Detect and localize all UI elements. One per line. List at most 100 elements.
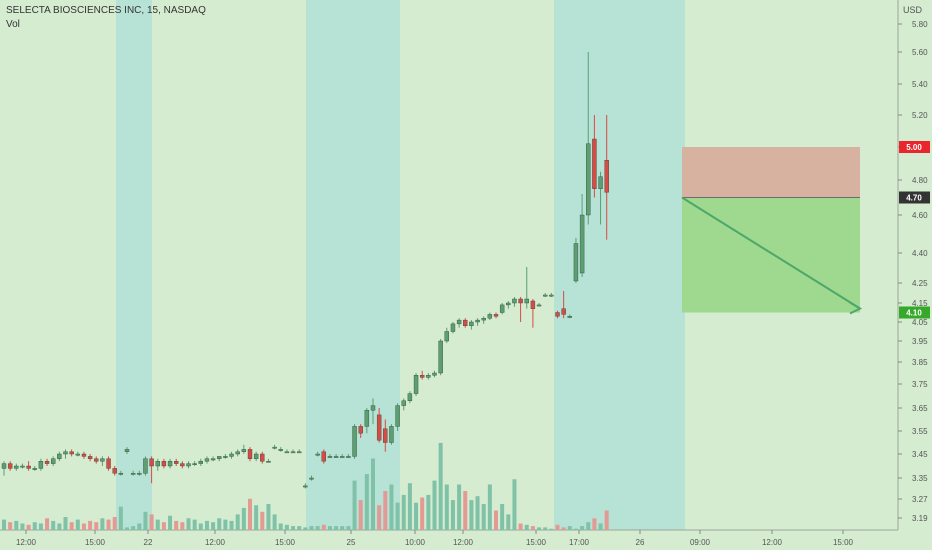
volume-bar — [327, 526, 332, 530]
volume-bar — [598, 523, 603, 530]
candle-body — [512, 298, 517, 304]
volume-bar — [69, 522, 74, 530]
volume-bar — [204, 520, 209, 530]
time-tick-label: 15:00 — [85, 538, 106, 547]
volume-bar — [143, 511, 148, 530]
candle-body — [426, 375, 431, 378]
candle-body — [579, 214, 585, 274]
candle-body — [309, 477, 314, 480]
volume-bar — [352, 480, 357, 530]
candle-body — [586, 143, 591, 216]
candle-body — [57, 453, 62, 460]
volume-bar — [112, 517, 117, 530]
candle-body — [260, 453, 265, 462]
volume-bar — [334, 526, 339, 530]
candle-body — [7, 463, 13, 469]
candle-body — [87, 456, 93, 459]
candle-body — [75, 453, 81, 456]
currency-label: USD — [902, 5, 922, 15]
volume-bar — [8, 522, 13, 530]
volume-bar — [567, 526, 572, 530]
volume-bar — [45, 518, 50, 530]
volume-bar — [358, 500, 363, 530]
candle-body — [186, 463, 191, 467]
candle-body — [573, 243, 579, 282]
candle-body — [81, 453, 87, 457]
volume-bar — [444, 484, 449, 530]
volume-bar — [106, 519, 111, 530]
price-tick-label: 4.25 — [912, 279, 928, 288]
candle-body — [463, 319, 468, 327]
volume-bar — [364, 474, 369, 530]
volume-bar — [315, 526, 320, 530]
price-label-box — [899, 141, 930, 153]
volume-bar — [530, 526, 535, 530]
candle-body — [413, 375, 419, 394]
price-label-box — [899, 306, 930, 319]
candle-body — [450, 323, 456, 332]
candle-body — [561, 308, 566, 315]
candle-body — [420, 375, 425, 378]
volume-bar — [518, 523, 523, 530]
candle-body — [438, 340, 443, 374]
candle-body — [278, 449, 283, 451]
volume-bar — [438, 442, 443, 530]
candle-body — [167, 461, 173, 467]
candle-body — [223, 456, 228, 458]
volume-bar — [32, 522, 37, 530]
volume-bar — [469, 500, 474, 530]
time-tick-label: 12:00 — [453, 538, 474, 547]
price-label-box — [899, 191, 930, 204]
volume-bar — [168, 515, 173, 530]
candle-body — [407, 393, 413, 402]
trade-arrow-line — [681, 196, 861, 310]
volume-bar — [278, 523, 283, 530]
time-tick-label: 22 — [144, 538, 153, 547]
volume-bar — [180, 522, 185, 530]
volume-bar — [586, 522, 591, 530]
candle-body — [32, 468, 37, 470]
candle-body — [143, 458, 148, 474]
time-tick-label: 12:00 — [762, 538, 783, 547]
candle-body — [567, 316, 572, 318]
candle-body — [204, 458, 210, 462]
volume-bar — [75, 519, 80, 530]
price-tick-label: 3.45 — [912, 450, 928, 459]
volume-bar — [389, 484, 394, 530]
volume-bar — [211, 522, 216, 530]
price-label-text: 4.70 — [906, 194, 922, 203]
volume-bar — [303, 527, 308, 530]
candle-body — [290, 451, 296, 454]
candle-body — [506, 302, 511, 306]
volume-bar — [481, 504, 486, 530]
candle-body — [100, 458, 105, 462]
volume-bar — [198, 523, 203, 530]
price-label-text: 4.10 — [906, 309, 922, 318]
volume-bar — [420, 497, 425, 530]
volume-bar — [284, 524, 289, 530]
volume-bar — [543, 527, 548, 530]
chart-title: SELECTA BIOSCIENCES INC, 15, NASDAQ — [6, 5, 206, 16]
candle-body — [149, 458, 154, 467]
candle-body — [1, 463, 7, 469]
volume-bar — [309, 526, 314, 530]
candle-body — [247, 449, 253, 459]
volume-bar — [537, 527, 542, 530]
volume-bar — [38, 523, 43, 530]
price-tick-label: 5.20 — [912, 111, 928, 120]
candle-body — [346, 456, 351, 458]
volume-bar — [414, 502, 419, 530]
volume-bar — [229, 520, 234, 530]
candle-body — [137, 473, 142, 475]
volume-bar — [321, 524, 326, 530]
volume-bar — [26, 524, 31, 530]
volume-bar — [248, 498, 252, 530]
volume-bar — [125, 527, 129, 530]
time-tick-label: 25 — [347, 538, 356, 547]
volume-bar — [186, 518, 191, 530]
volume-bar — [272, 514, 277, 530]
candle-body — [272, 446, 277, 449]
volume-bar — [500, 504, 505, 530]
